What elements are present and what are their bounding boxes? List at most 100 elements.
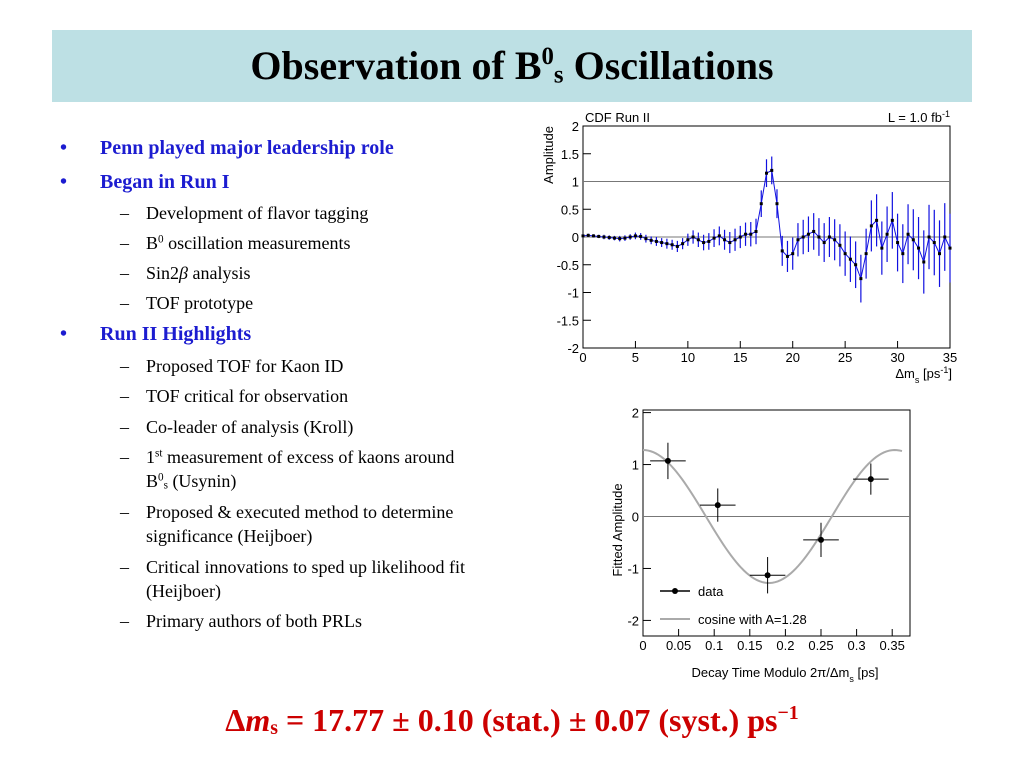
formula: Δms = 17.77 ± 0.10 (stat.) ± 0.07 (syst.… — [0, 696, 1024, 744]
data-point — [765, 171, 768, 175]
data-point — [618, 237, 622, 241]
data-point — [867, 476, 874, 483]
y-tick-label: -0.5 — [557, 258, 579, 273]
data-point — [702, 241, 706, 245]
data-point — [623, 236, 627, 240]
plot-frame — [642, 409, 911, 637]
data-point — [654, 239, 658, 243]
x-tick-label: 0 — [579, 350, 586, 365]
subscript: s — [849, 674, 854, 684]
data-point — [843, 252, 847, 256]
bullet-text: 1st measurement of excess of kaons aroun… — [146, 445, 476, 493]
legend-label: cosine with A=1.28 — [698, 612, 807, 627]
x-tick-label: 35 — [943, 350, 957, 365]
text-run: Decay Time Modulo 2π/Δm — [692, 665, 850, 680]
y-tick-label: -2 — [567, 341, 579, 356]
data-point — [801, 235, 805, 239]
data-point — [759, 202, 763, 206]
text-run: TOF critical for observation — [146, 386, 349, 406]
x-tick-label: 5 — [632, 350, 639, 365]
text-run: Δ — [225, 702, 246, 738]
data-point — [938, 252, 942, 256]
data-point — [848, 257, 852, 261]
bullet-marker: – — [120, 417, 129, 437]
text-run: (Usynin) — [167, 471, 237, 491]
data-point — [854, 263, 858, 267]
y-tick-label: 0 — [572, 230, 579, 245]
legend-swatch — [672, 588, 678, 594]
data-point — [717, 234, 721, 238]
formula-stat_label: (stat.) — [473, 702, 561, 738]
bullet-text: Run II Highlights — [100, 322, 430, 346]
x-tick-label: 0.25 — [808, 638, 833, 653]
data-point — [796, 238, 800, 242]
x-tick-label: 0.2 — [776, 638, 794, 653]
formula-pm1: ± — [384, 702, 418, 738]
text-run: oscillation measurements — [163, 233, 351, 253]
y-tick-label: -1 — [567, 286, 579, 301]
text-run: Critical innovations to sped up likeliho… — [146, 557, 465, 601]
formula-syst_label: (syst.) — [650, 702, 740, 738]
data-point — [633, 234, 637, 238]
data-point — [911, 238, 915, 242]
data-point — [922, 260, 926, 264]
bullet-marker: – — [120, 356, 129, 376]
formula-value: 17.77 — [312, 702, 385, 738]
superscript: st — [155, 447, 163, 460]
data-point — [838, 243, 842, 247]
x-axis-label: Δms [ps-1] — [895, 365, 952, 385]
data-point — [896, 241, 900, 245]
data-point — [780, 249, 784, 253]
bullet-marker: – — [120, 502, 129, 522]
bullet-marker: • — [60, 137, 68, 159]
formula-syst: 0.07 — [594, 702, 651, 738]
data-point — [728, 241, 732, 245]
data-point — [738, 235, 742, 239]
superscript: 0 — [158, 471, 164, 484]
data-point — [791, 252, 795, 256]
title-bar: Observation of B0s Oscillations — [52, 30, 972, 102]
y-axis-label: Amplitude — [541, 126, 556, 184]
data-point — [764, 572, 771, 579]
data-point — [864, 252, 868, 256]
data-point — [665, 242, 669, 246]
bullet-marker: – — [120, 233, 129, 253]
data-point — [901, 252, 905, 256]
bullet-text: Proposed TOF for Kaon ID — [146, 354, 476, 378]
data-point — [880, 246, 884, 250]
bullet-text: Sin2β analysis — [146, 261, 476, 285]
bullet-marker: – — [120, 293, 129, 313]
bullet-marker: – — [120, 447, 129, 467]
x-tick-label: 20 — [785, 350, 799, 365]
data-point — [581, 234, 585, 238]
x-tick-label: 0.35 — [880, 638, 905, 653]
bullet-marker: – — [120, 386, 129, 406]
x-tick-label: 0.15 — [737, 638, 762, 653]
text-run: Sin2 — [146, 263, 180, 283]
y-tick-label: -2 — [627, 613, 639, 628]
text-run: Proposed & executed method to determine … — [146, 502, 454, 546]
subscript: s — [163, 479, 168, 492]
text-run: Oscillations — [563, 43, 774, 88]
data-point — [943, 235, 947, 239]
data-point — [785, 254, 789, 258]
bullet-text: Development of flavor tagging — [146, 201, 476, 225]
bullet-text: Critical innovations to sped up likeliho… — [146, 555, 476, 603]
fit-curve — [642, 449, 903, 584]
x-axis-label: Decay Time Modulo 2π/Δms [ps] — [692, 665, 879, 684]
y-tick-label: 1.5 — [561, 147, 579, 162]
text-run: Co-leader of analysis (Kroll) — [146, 417, 354, 437]
legend-label: data — [698, 584, 724, 599]
text-run: Development of flavor tagging — [146, 203, 369, 223]
data-point — [927, 235, 931, 239]
data-point — [670, 243, 674, 247]
data-point — [639, 234, 643, 238]
data-point — [754, 229, 758, 233]
data-point — [806, 232, 810, 236]
bullet-text: Co-leader of analysis (Kroll) — [146, 415, 476, 439]
data-point — [948, 246, 952, 250]
bullet-text: Began in Run I — [100, 170, 430, 194]
superscript: 0 — [541, 43, 554, 71]
